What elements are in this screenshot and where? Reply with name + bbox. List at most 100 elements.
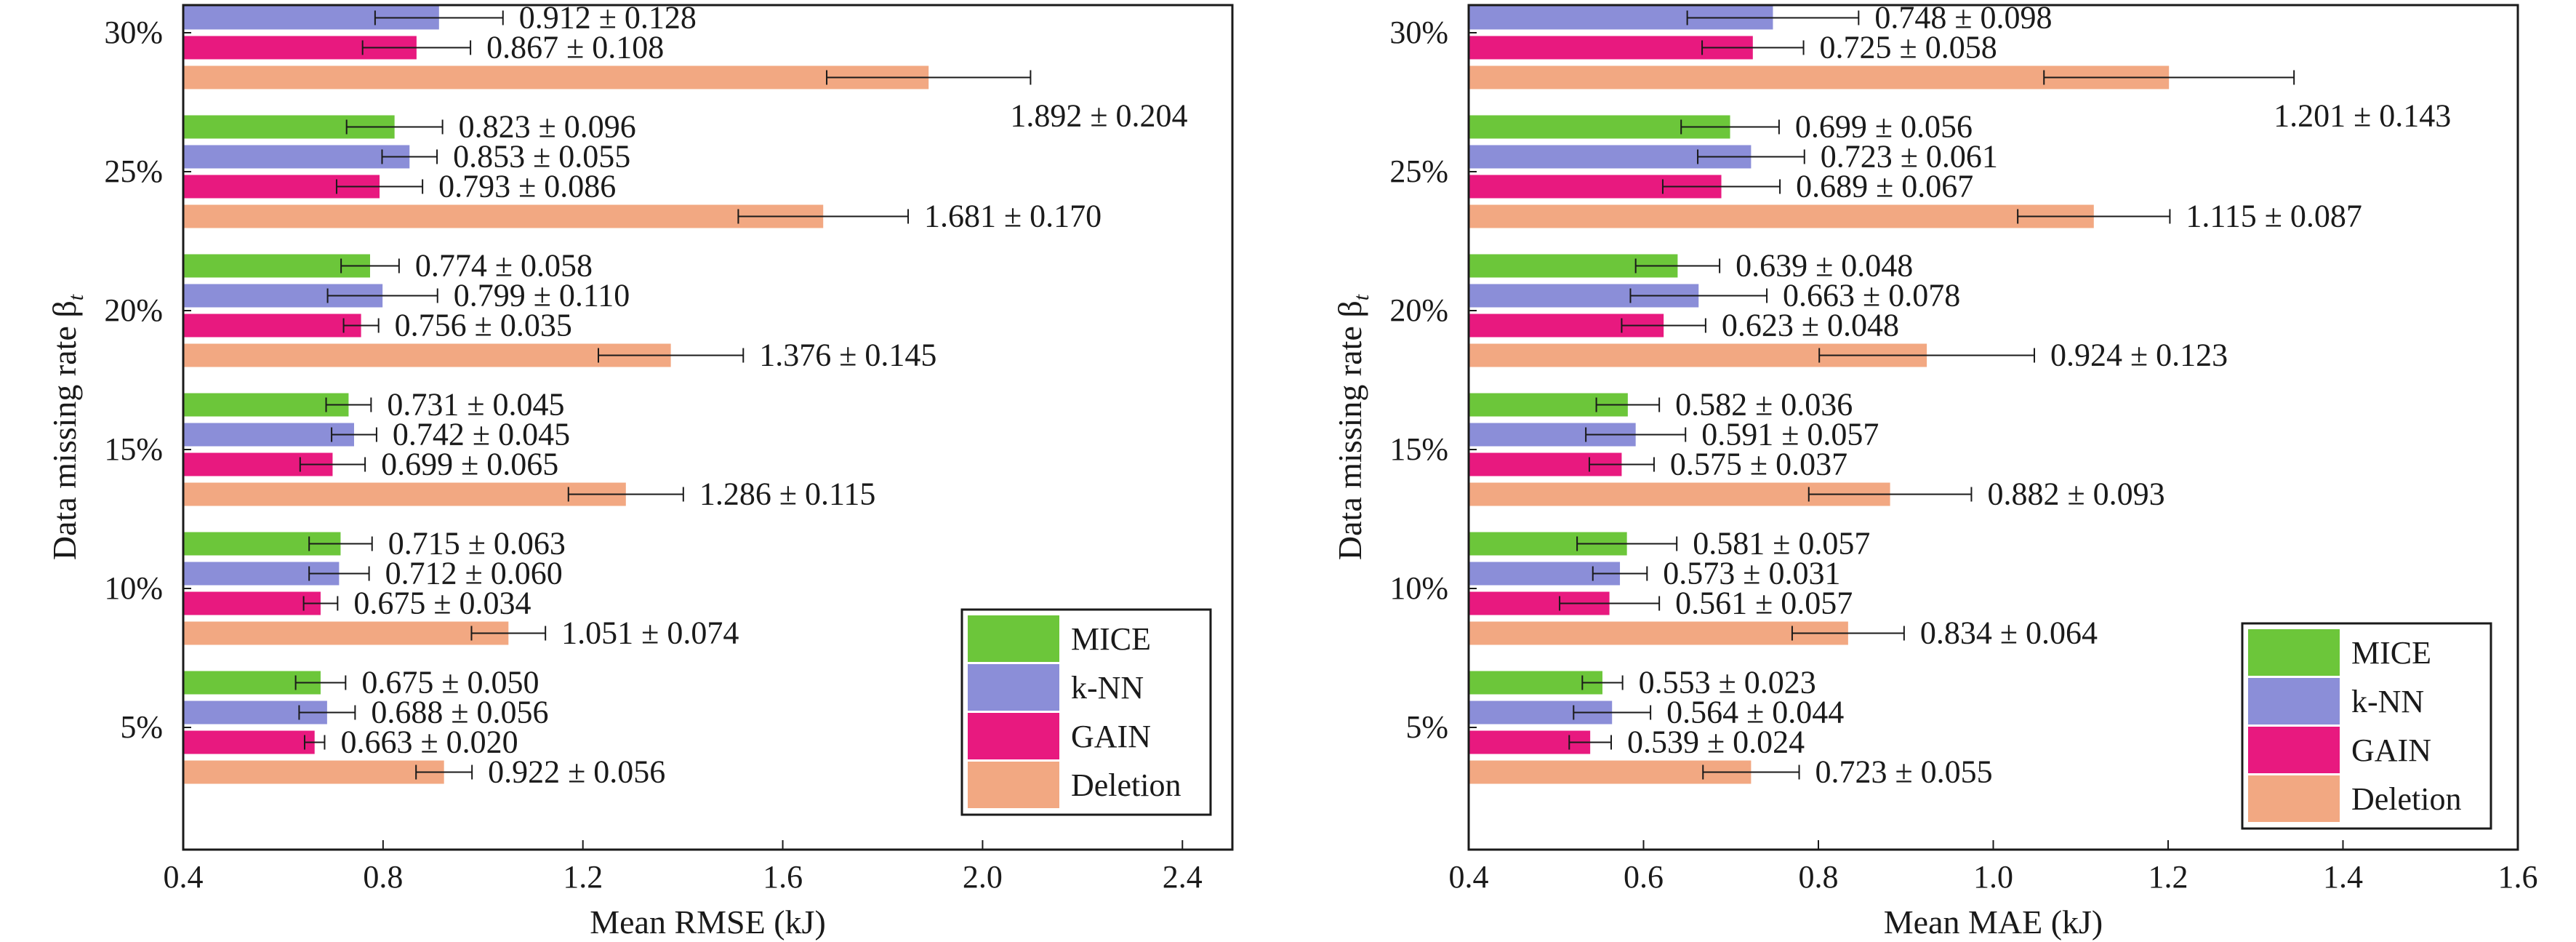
legend-label: MICE xyxy=(1071,621,1151,657)
data-label: 0.699 ± 0.056 xyxy=(1795,109,1973,145)
x-tick-label: 1.0 xyxy=(1973,859,2013,895)
legend-swatch xyxy=(2248,629,2340,676)
category-label: 20% xyxy=(1389,292,1448,328)
bar xyxy=(183,254,370,278)
x-axis-label: Mean RMSE (kJ) xyxy=(590,903,826,941)
legend-label: k-NN xyxy=(1071,670,1144,706)
bar xyxy=(183,482,626,506)
category-label: 15% xyxy=(1389,431,1448,467)
bar xyxy=(183,204,824,228)
bar xyxy=(183,145,410,169)
data-label: 0.581 ± 0.057 xyxy=(1693,526,1870,562)
data-label: 0.723 ± 0.055 xyxy=(1815,754,1993,790)
y-axis-label: Data missing rate βt xyxy=(46,294,88,560)
data-label: 0.582 ± 0.036 xyxy=(1675,387,1853,423)
bar xyxy=(183,423,355,447)
bar xyxy=(183,314,361,338)
data-label: 1.051 ± 0.074 xyxy=(561,615,739,651)
legend-label: Deletion xyxy=(2351,781,2462,817)
bar xyxy=(1469,671,1602,695)
data-label: 0.922 ± 0.056 xyxy=(488,754,665,790)
legend-swatch xyxy=(2248,678,2340,725)
data-label: 0.867 ± 0.108 xyxy=(486,30,664,65)
legend-label: GAIN xyxy=(1071,719,1151,754)
data-label: 0.688 ± 0.056 xyxy=(371,695,548,730)
legend-swatch xyxy=(968,664,1059,711)
data-label: 0.712 ± 0.060 xyxy=(385,556,563,591)
data-label: 1.892 ± 0.204 xyxy=(1010,98,1187,134)
x-tick-label: 1.4 xyxy=(2323,859,2363,895)
x-tick-label: 0.8 xyxy=(1799,859,1839,895)
category-label: 5% xyxy=(1405,709,1448,745)
category-label: 30% xyxy=(104,15,163,50)
data-label: 0.731 ± 0.045 xyxy=(387,387,564,423)
legend-swatch xyxy=(968,762,1059,808)
category-label: 5% xyxy=(120,709,163,745)
data-label: 0.675 ± 0.050 xyxy=(361,665,539,700)
data-label: 0.564 ± 0.044 xyxy=(1666,695,1844,730)
y-axis-label: Data missing rate βt xyxy=(1331,294,1373,560)
data-label: 0.756 ± 0.035 xyxy=(395,308,572,343)
legend-label: MICE xyxy=(2351,635,2431,671)
category-label: 20% xyxy=(104,292,163,328)
data-label: 0.793 ± 0.086 xyxy=(438,169,616,204)
bar xyxy=(1469,204,2094,228)
category-label: 25% xyxy=(104,153,163,189)
legend-label: Deletion xyxy=(1071,767,1181,803)
x-tick-label: 1.2 xyxy=(563,859,603,895)
y-axis-label-text: Data missing rate β xyxy=(46,300,83,560)
data-label: 0.887 ± 0.088 xyxy=(486,0,664,6)
data-label: 0.853 ± 0.055 xyxy=(453,139,630,175)
data-label: 0.924 ± 0.123 xyxy=(2050,338,2228,373)
data-label: 0.663 ± 0.020 xyxy=(340,725,518,760)
bar xyxy=(183,591,321,615)
legend-label: GAIN xyxy=(2351,733,2431,768)
data-label: 0.591 ± 0.057 xyxy=(1701,417,1879,452)
data-label: 0.882 ± 0.093 xyxy=(1987,476,2164,512)
data-label: 1.286 ± 0.115 xyxy=(699,476,876,512)
data-label: 0.699 ± 0.065 xyxy=(381,447,558,482)
bar xyxy=(183,621,509,645)
bar xyxy=(183,760,444,784)
data-label: 0.575 ± 0.037 xyxy=(1670,447,1847,482)
data-label: 0.689 ± 0.067 xyxy=(1796,169,1973,204)
x-tick-label: 0.4 xyxy=(164,859,204,895)
category-label: 10% xyxy=(1389,570,1448,606)
category-label: 10% xyxy=(104,570,163,606)
data-label: 0.715 ± 0.063 xyxy=(388,526,566,562)
y-axis-label-subscript: t xyxy=(64,294,88,300)
plot-frame xyxy=(182,4,1234,851)
data-label: 1.376 ± 0.145 xyxy=(759,338,936,373)
category-label: 25% xyxy=(1389,153,1448,189)
data-label: 0.675 ± 0.034 xyxy=(353,586,531,621)
x-tick-label: 0.4 xyxy=(1449,859,1489,895)
data-label: 0.799 ± 0.110 xyxy=(454,278,630,314)
category-label: 15% xyxy=(104,431,163,467)
bar xyxy=(183,393,349,417)
bar xyxy=(183,65,929,89)
x-tick-label: 1.6 xyxy=(2498,859,2538,895)
legend-swatch xyxy=(2248,727,2340,773)
x-tick-label: 2.0 xyxy=(963,859,1003,895)
bar xyxy=(183,730,315,754)
category-label: 30% xyxy=(1389,15,1448,50)
x-tick-label: 0.8 xyxy=(363,859,403,895)
data-label: 0.742 ± 0.045 xyxy=(393,417,570,452)
data-label: 0.725 ± 0.058 xyxy=(1820,30,1997,65)
data-label: 0.823 ± 0.096 xyxy=(459,109,636,145)
data-label: 0.561 ± 0.057 xyxy=(1675,586,1853,621)
data-label: 0.539 ± 0.024 xyxy=(1627,725,1805,760)
data-label: 0.663 ± 0.078 xyxy=(1783,278,1960,314)
x-tick-label: 2.4 xyxy=(1163,859,1203,895)
x-axis-label: Mean MAE (kJ) xyxy=(1884,903,2103,941)
data-label: 1.201 ± 0.143 xyxy=(2274,98,2451,134)
data-label: 0.573 ± 0.031 xyxy=(1663,556,1840,591)
y-axis-label-subscript: t xyxy=(1349,294,1373,300)
bar xyxy=(1469,621,1848,645)
data-label: 0.623 ± 0.048 xyxy=(1722,308,1899,343)
legend-swatch xyxy=(968,615,1059,662)
data-label: 1.115 ± 0.087 xyxy=(2186,199,2362,234)
